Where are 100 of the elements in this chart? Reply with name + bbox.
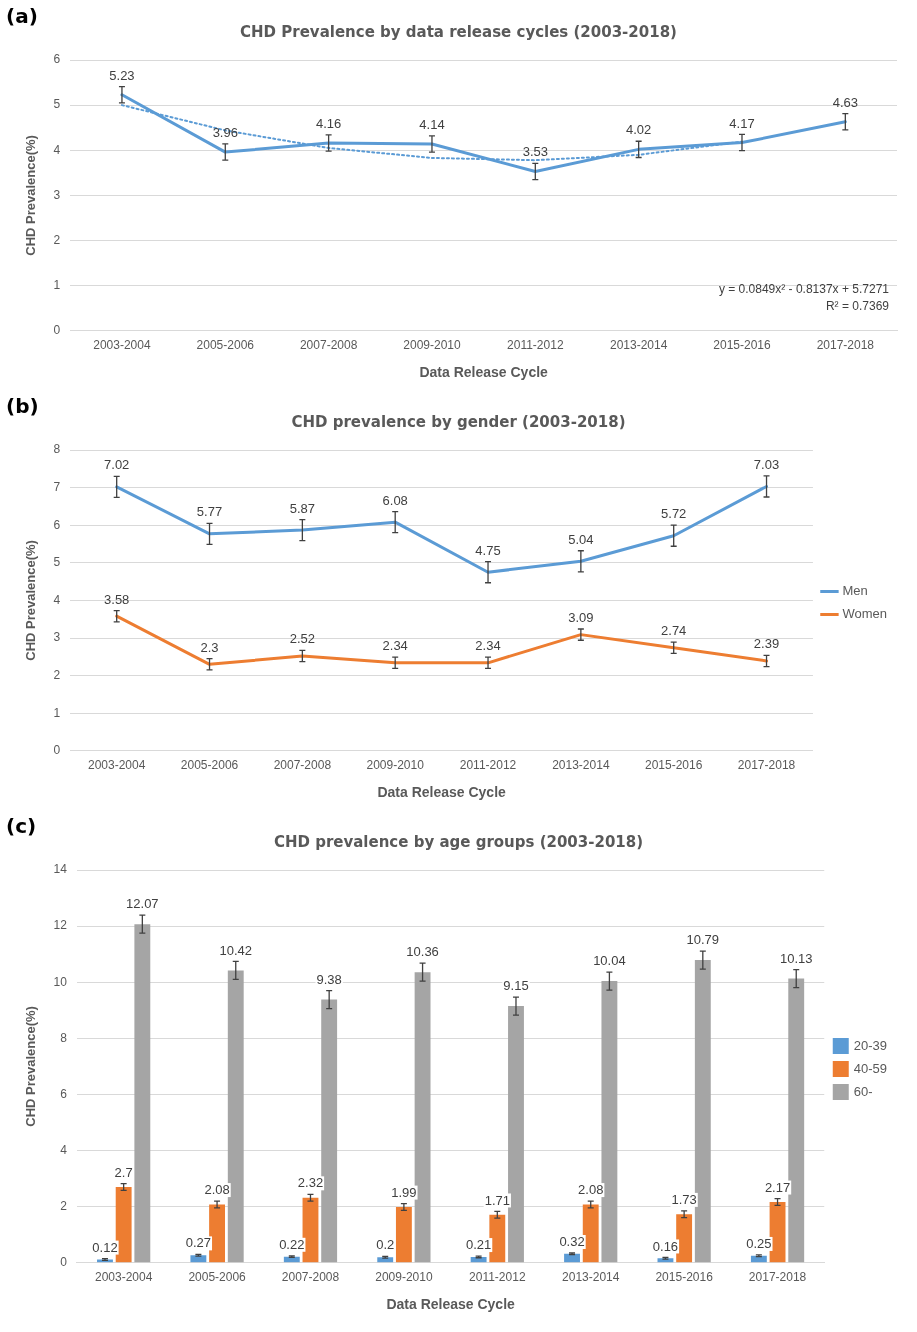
- bar: [508, 1006, 524, 1263]
- data-label: 4.63: [832, 94, 858, 110]
- legend-label: Women: [842, 606, 888, 622]
- x-tick-label: 2007-2008: [281, 1270, 340, 1285]
- y-tick-label: 8: [60, 1030, 68, 1045]
- data-label: 4.14: [419, 116, 445, 132]
- x-axis-title: Data Release Cycle: [377, 784, 507, 801]
- y-tick-label: 0: [60, 1255, 68, 1270]
- y-tick-label: 6: [60, 1086, 68, 1101]
- y-tick-label: 14: [53, 862, 68, 877]
- y-tick-label: 6: [53, 517, 61, 532]
- data-label: 4.02: [625, 122, 652, 138]
- data-label: 0.27: [185, 1235, 212, 1251]
- data-label: 0.2: [376, 1237, 395, 1253]
- data-label: 2.34: [475, 638, 501, 654]
- y-tick-label: 7: [53, 479, 61, 494]
- data-label: 0.25: [746, 1236, 772, 1252]
- y-tick-label: 5: [53, 97, 61, 112]
- y-tick-label: 8: [53, 442, 61, 457]
- x-tick-label: 2013-2014: [562, 1270, 620, 1285]
- x-tick-label: 2009-2010: [375, 1270, 433, 1285]
- x-tick-label: 2013-2014: [609, 338, 668, 353]
- bar: [115, 1187, 132, 1263]
- chart-title: CHD prevalence by gender (2003-2018): [291, 412, 626, 431]
- data-label: 2.52: [289, 631, 316, 647]
- x-tick-label: 2015-2016: [655, 1270, 714, 1285]
- text: (a): [6, 4, 38, 28]
- bar: [489, 1214, 506, 1263]
- x-axis-title: Data Release Cycle: [386, 1296, 516, 1313]
- y-tick-label: 10: [53, 974, 68, 989]
- data-label: 5.72: [661, 506, 687, 522]
- data-label: 0.21: [465, 1237, 492, 1253]
- bar: [227, 970, 244, 1263]
- data-label: 6.08: [382, 492, 408, 508]
- bar: [321, 999, 338, 1263]
- x-tick-label: 2011-2012: [507, 338, 564, 353]
- data-label: 2.74: [661, 623, 687, 639]
- data-label: 2.3: [200, 639, 219, 655]
- bar: [676, 1214, 693, 1263]
- x-tick-label: 2005-2006: [188, 1270, 247, 1285]
- data-label: 2.34: [382, 638, 408, 654]
- data-label: 7.02: [104, 457, 130, 473]
- x-tick-label: 2005-2006: [196, 338, 255, 353]
- data-label: 4.75: [475, 542, 501, 558]
- annotation: y = 0.0849x² - 0.8137x + 5.7271: [718, 282, 890, 297]
- y-tick-label: 4: [60, 1142, 68, 1157]
- text: (c): [6, 814, 37, 838]
- x-tick-label: 2007-2008: [273, 758, 332, 773]
- x-tick-label: 2011-2012: [469, 1270, 526, 1285]
- legend-label: 40-59: [853, 1060, 887, 1076]
- y-axis-title: CHD Prevalence(%): [23, 135, 39, 256]
- x-tick-label: 2003-2004: [94, 1270, 153, 1285]
- y-tick-label: 3: [53, 630, 61, 645]
- y-tick-label: 5: [53, 555, 61, 570]
- data-label: 0.16: [652, 1238, 679, 1254]
- data-label: 2.17: [764, 1179, 791, 1195]
- chart-title: CHD Prevalence by data release cycles (2003-2018): [240, 22, 677, 41]
- bar: [694, 960, 711, 1263]
- data-label: 3.09: [568, 610, 594, 626]
- y-tick-label: 1: [53, 277, 61, 292]
- data-label: 10.04: [593, 953, 626, 969]
- data-label: 9.38: [316, 971, 342, 987]
- chart-title: CHD prevalence by age groups (2003-2018): [273, 832, 644, 851]
- x-tick-label: 2005-2006: [180, 758, 239, 773]
- y-tick-label: 3: [53, 187, 61, 202]
- data-label: 10.42: [219, 942, 253, 958]
- data-label: 1.73: [671, 1191, 697, 1207]
- legend-label: 20-39: [853, 1037, 887, 1053]
- bar: [788, 978, 805, 1263]
- bar: [601, 981, 618, 1263]
- legend-label: 60-: [853, 1083, 873, 1099]
- y-axis-title: CHD Prevalence(%): [23, 1006, 39, 1127]
- data-label: 1.99: [391, 1184, 417, 1200]
- x-tick-label: 2007-2008: [299, 338, 358, 353]
- annotation: R² = 0.7369: [825, 299, 890, 314]
- data-label: 0.32: [559, 1234, 585, 1250]
- x-tick-label: 2003-2004: [93, 338, 151, 353]
- x-tick-label: 2017-2018: [737, 758, 796, 773]
- data-label: 0.12: [92, 1239, 118, 1255]
- data-label: 9.15: [503, 978, 529, 994]
- x-tick-label: 2017-2018: [816, 338, 875, 353]
- data-label: 2.7: [114, 1164, 133, 1180]
- data-label: 5.04: [568, 531, 594, 547]
- bar: [564, 1253, 580, 1263]
- y-tick-label: 2: [53, 232, 61, 247]
- data-label: 5.23: [109, 67, 135, 83]
- x-tick-label: 2003-2004: [88, 758, 146, 773]
- data-label: 10.79: [686, 932, 720, 948]
- data-label: 3.53: [522, 144, 548, 160]
- data-label: 2.39: [753, 636, 780, 652]
- x-tick-label: 2009-2010: [366, 758, 425, 773]
- bar: [582, 1204, 599, 1263]
- data-label: 10.13: [779, 950, 813, 966]
- data-label: 3.96: [212, 125, 238, 141]
- y-tick-label: 2: [53, 667, 61, 682]
- bar: [209, 1204, 226, 1263]
- y-tick-label: 0: [53, 743, 61, 758]
- y-tick-label: 12: [53, 918, 68, 933]
- data-label: 3.58: [104, 591, 130, 607]
- data-label: 5.87: [289, 500, 316, 516]
